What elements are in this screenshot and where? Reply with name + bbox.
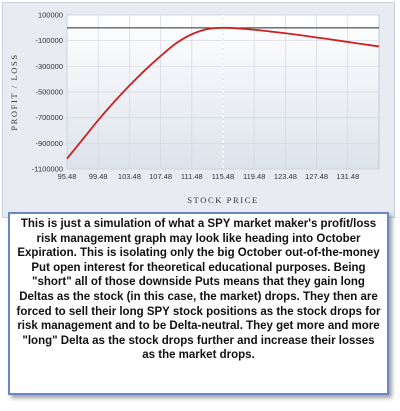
y-axis-ticks: 100000 -100000 -300000 -500000 -700000 -90000… <box>32 11 63 174</box>
x-tick-label: 107.48 <box>149 172 172 181</box>
x-axis-title: STOCK PRICE <box>187 195 259 205</box>
y-tick-label: -1100000 <box>32 165 63 174</box>
y-tick-label: -700000 <box>35 113 63 122</box>
y-tick-label: 100000 <box>38 11 63 20</box>
x-tick-label: 95.48 <box>58 172 77 181</box>
x-tick-label: 131.48 <box>336 172 359 181</box>
chart-panel: 100000 -100000 -300000 -500000 -700000 -90000… <box>2 2 395 218</box>
y-tick-label: -500000 <box>35 88 63 97</box>
x-axis-ticks: 95.48 99.48 103.48 107.48 111.48 115.48 119.48… <box>58 172 360 181</box>
y-axis-title: PROFIT / LOSS <box>9 53 19 130</box>
x-tick-label: 103.48 <box>118 172 141 181</box>
y-tick-label: -100000 <box>35 36 63 45</box>
x-tick-label: 127.48 <box>305 172 328 181</box>
caption-box: This is just a simulation of what a SPY … <box>8 212 389 395</box>
y-tick-label: -300000 <box>35 62 63 71</box>
series-layer <box>66 26 380 160</box>
x-tick-label: 123.48 <box>274 172 297 181</box>
x-tick-label: 99.48 <box>89 172 108 181</box>
profit-loss-curve <box>66 26 380 160</box>
grid <box>66 14 379 170</box>
y-tick-label: -900000 <box>35 139 63 148</box>
x-tick-label: 115.48 <box>212 172 234 181</box>
caption-text: This is just a simulation of what a SPY … <box>16 218 381 362</box>
x-tick-label: 119.48 <box>243 172 265 181</box>
profit-loss-chart: 100000 -100000 -300000 -500000 -700000 -90000… <box>9 11 380 205</box>
x-tick-label: 111.48 <box>181 172 203 181</box>
